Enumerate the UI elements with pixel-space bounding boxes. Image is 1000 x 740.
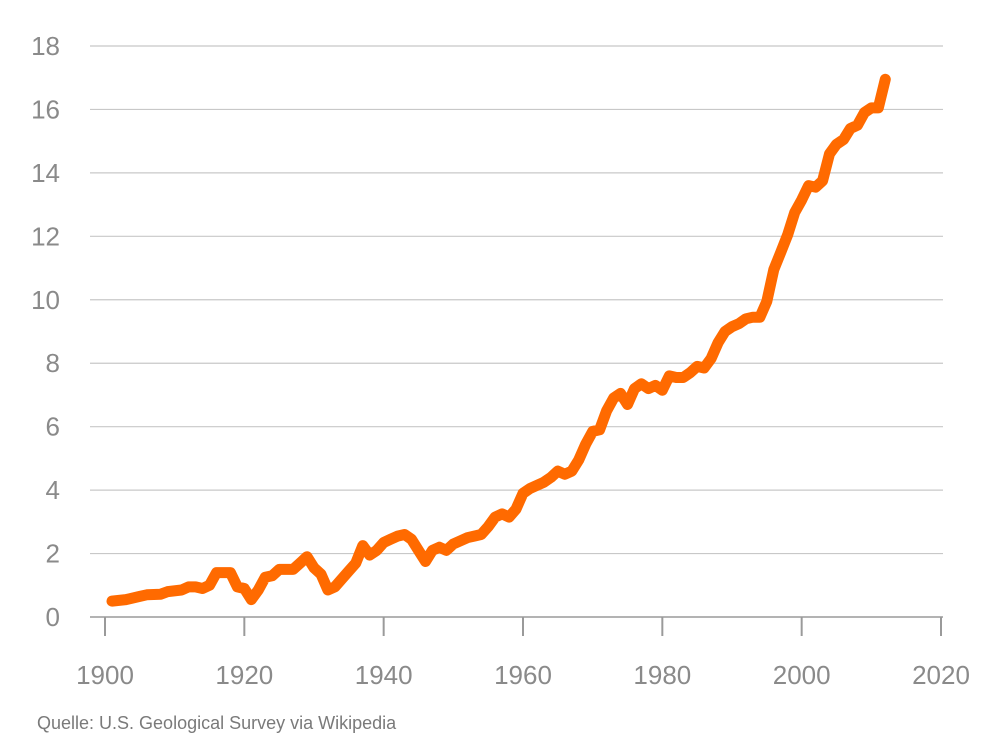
y-tick-label: 6 <box>46 412 60 442</box>
y-tick-label: 4 <box>46 475 60 505</box>
y-tick-label: 10 <box>31 285 60 315</box>
x-tick-label: 2000 <box>773 660 831 690</box>
x-tick-label: 1940 <box>355 660 413 690</box>
source-note: Quelle: U.S. Geological Survey via Wikip… <box>37 713 397 733</box>
x-tick-label: 1920 <box>215 660 273 690</box>
y-tick-label: 0 <box>46 602 60 632</box>
x-axis <box>90 616 943 636</box>
y-tick-label: 18 <box>31 31 60 61</box>
x-tick-label: 1900 <box>76 660 134 690</box>
x-tick-label: 1980 <box>633 660 691 690</box>
y-tick-label: 2 <box>46 539 60 569</box>
y-tick-label: 12 <box>31 221 60 251</box>
y-axis-tick-labels: 0 2 4 6 8 10 12 14 16 18 <box>31 31 60 632</box>
x-tick-label: 1960 <box>494 660 552 690</box>
x-axis-tick-labels: 1900 1920 1940 1960 1980 2000 2020 <box>76 660 970 690</box>
y-tick-label: 8 <box>46 348 60 378</box>
y-tick-label: 16 <box>31 94 60 124</box>
series-line <box>106 73 891 607</box>
x-tick-label: 2020 <box>912 660 970 690</box>
y-tick-label: 14 <box>31 158 60 188</box>
grid-lines <box>90 45 943 555</box>
